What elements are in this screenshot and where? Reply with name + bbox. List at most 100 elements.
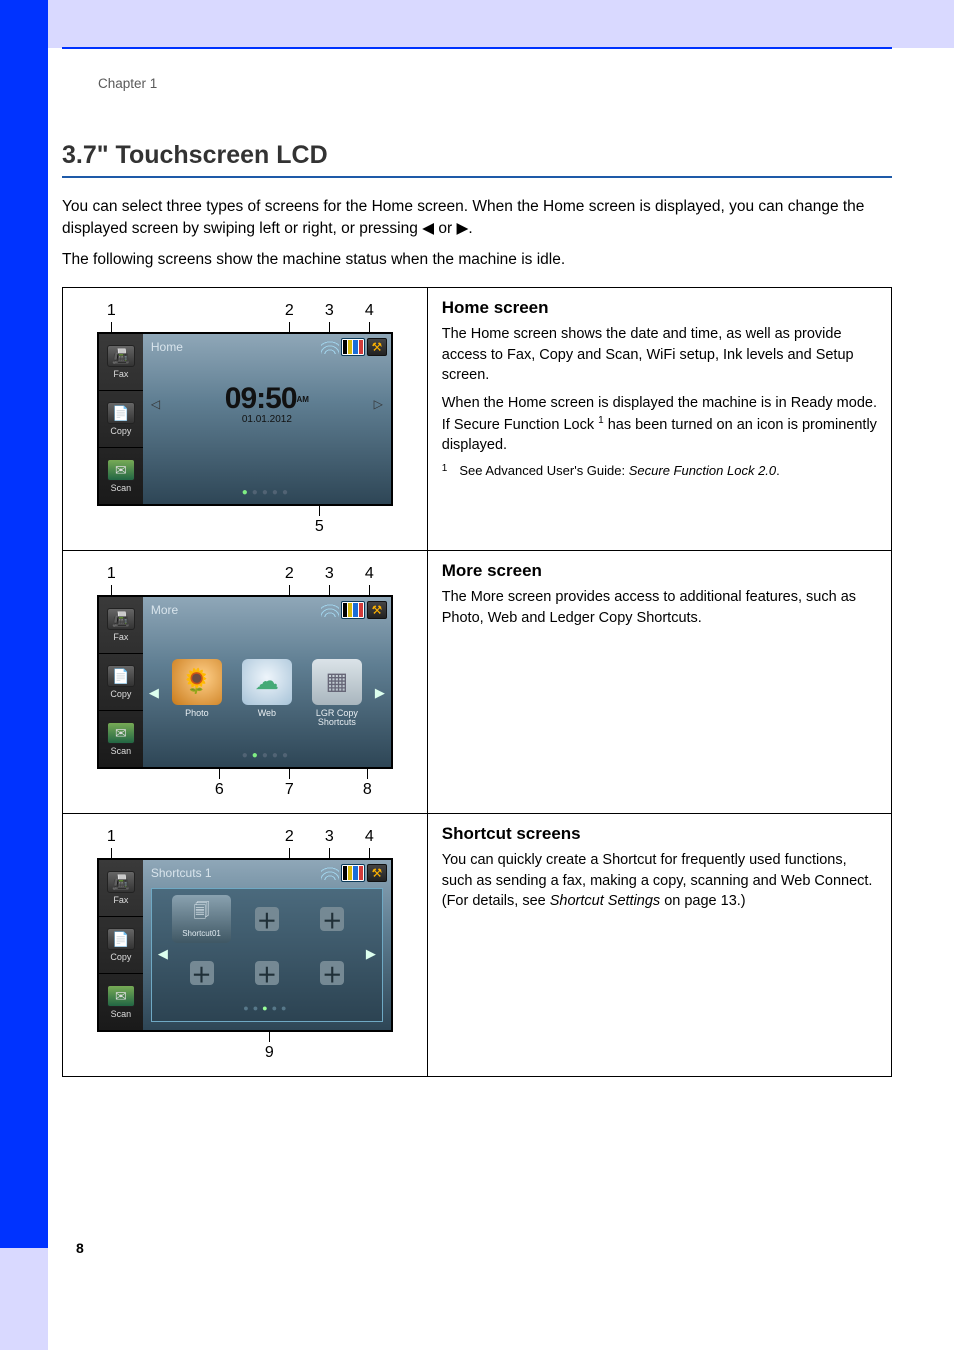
footnote-a: See Advanced User's Guide: xyxy=(459,463,628,478)
plus-icon: ＋ xyxy=(190,961,214,985)
ink-icon[interactable] xyxy=(341,864,365,882)
fax-icon: 📠 xyxy=(107,345,135,367)
more-screen-figure: 1234 📠Fax 📄Copy ✉Scan More xyxy=(63,551,428,814)
device-shortcut: 📠 Fax 📄Copy ✉Scan Shortcuts 1 ⚒ xyxy=(97,858,393,1032)
intro-p1-b: or xyxy=(434,220,456,237)
callouts-bottom: 678 xyxy=(97,769,393,799)
section-rule xyxy=(62,176,892,178)
fax-icon: 📠 xyxy=(107,871,135,893)
callouts-bottom: 5 xyxy=(97,506,393,536)
titlebar: Shortcuts 1 ⚒ xyxy=(143,860,391,882)
wifi-icon[interactable] xyxy=(321,603,339,617)
scan-icon: ✉ xyxy=(107,459,135,481)
callout-4: 4 xyxy=(365,828,374,858)
settings-icon[interactable]: ⚒ xyxy=(367,338,387,356)
section-title: 3.7" Touchscreen LCD xyxy=(62,141,892,170)
callout-9: 9 xyxy=(265,1032,274,1062)
side-fax[interactable]: 📠 Fax xyxy=(99,860,143,917)
nav-left-icon[interactable]: ◀ xyxy=(158,946,168,962)
footnote-num: 1 xyxy=(442,463,448,478)
shortcut-slot-5[interactable]: ＋ xyxy=(237,949,296,997)
ink-icon[interactable] xyxy=(341,601,365,619)
side-panel: 📠Fax 📄 Copy ✉Scan xyxy=(99,597,143,767)
copy-icon: 📄 xyxy=(107,665,135,687)
side-fax-label: Fax xyxy=(113,895,128,905)
nav-left-icon[interactable]: ◀ xyxy=(149,685,159,701)
side-copy[interactable]: 📄 Copy xyxy=(99,654,143,711)
side-copy[interactable]: 📄Copy xyxy=(99,917,143,974)
callout-7: 7 xyxy=(285,769,294,799)
more-web[interactable]: ☁Web xyxy=(234,659,300,728)
clock-row: ◁ 09:50AM 01.01.2012 ▷ xyxy=(143,382,391,425)
screen-title: Home xyxy=(151,340,183,354)
shortcut-screen-figure: 1234 📠Fax 📄Copy ✉Scan Shortcuts 1 xyxy=(63,814,428,1077)
footnote-c: . xyxy=(776,463,780,478)
callout-3: 3 xyxy=(325,565,334,595)
device-more: 📠Fax 📄Copy ✉Scan More ⚒ xyxy=(97,595,393,769)
home-p1: The Home screen shows the date and time,… xyxy=(442,324,877,385)
callout-1: 1 xyxy=(107,828,116,858)
side-scan-label: Scan xyxy=(111,1009,132,1019)
shortcut-p1: You can quickly create a Shortcut for fr… xyxy=(442,850,877,911)
callouts-top: 1234 xyxy=(97,561,393,595)
settings-icon[interactable]: ⚒ xyxy=(367,864,387,882)
header-rule xyxy=(62,47,892,49)
page-dots: ●●●●● xyxy=(143,750,391,761)
side-panel: 📠 Fax 📄Copy ✉Scan xyxy=(99,860,143,1030)
home-screen-desc: Home screen The Home screen shows the da… xyxy=(427,288,891,551)
shortcut-slot-4[interactable]: ＋ xyxy=(172,949,231,997)
shortcut-slot-2[interactable]: ＋ xyxy=(237,895,296,943)
more-photo-label: Photo xyxy=(164,709,230,718)
copy-icon: 📄 xyxy=(107,928,135,950)
right-triangle-icon: ▶ xyxy=(456,220,468,237)
settings-icon[interactable]: ⚒ xyxy=(367,601,387,619)
footnote-b: Secure Function Lock 2.0 xyxy=(629,463,776,478)
callout-5: 5 xyxy=(315,506,324,536)
chapter-label: Chapter 1 xyxy=(98,76,892,91)
photo-icon: 🌻 xyxy=(172,659,222,705)
callout-4: 4 xyxy=(365,565,374,595)
more-lgr[interactable]: ▦LGR Copy Shortcuts xyxy=(304,659,370,728)
side-fax[interactable]: 📠Fax xyxy=(99,334,143,391)
more-lgr-label: LGR Copy Shortcuts xyxy=(304,709,370,728)
nav-right-icon[interactable]: ▶ xyxy=(375,685,385,701)
page-dots: ●●●●● xyxy=(172,1003,362,1013)
callout-3: 3 xyxy=(325,302,334,332)
more-photo[interactable]: 🌻 Photo xyxy=(164,659,230,728)
callout-2: 2 xyxy=(285,302,294,332)
device-home: 📠Fax 📄Copy ✉ Scan Home ⚒ xyxy=(97,332,393,506)
nav-right-icon[interactable]: ▷ xyxy=(374,397,383,411)
wifi-icon[interactable] xyxy=(321,866,339,880)
side-copy[interactable]: 📄Copy xyxy=(99,391,143,448)
side-scan-label: Scan xyxy=(111,483,132,493)
plus-icon: ＋ xyxy=(255,907,279,931)
side-scan[interactable]: ✉Scan xyxy=(99,974,143,1030)
side-fax[interactable]: 📠Fax xyxy=(99,597,143,654)
side-copy-label: Copy xyxy=(110,689,131,699)
ink-icon[interactable] xyxy=(341,338,365,356)
shortcut-p1-b: Shortcut Settings xyxy=(550,893,660,909)
side-scan[interactable]: ✉ Scan xyxy=(99,448,143,504)
shortcut-screen-desc: Shortcut screens You can quickly create … xyxy=(427,814,891,1077)
nav-right-icon[interactable]: ▶ xyxy=(366,946,376,962)
more-web-label: Web xyxy=(234,709,300,718)
shortcut-slot-1[interactable]: 🗐Shortcut01 xyxy=(172,895,231,943)
nav-left-icon[interactable]: ◁ xyxy=(151,397,160,411)
callouts-top: 1234 xyxy=(97,824,393,858)
shortcut-body: ◀ 🗐Shortcut01 ＋ ＋ ＋ ＋ ＋ xyxy=(151,888,383,1022)
intro-p1: You can select three types of screens fo… xyxy=(62,196,892,241)
shortcut-doc-icon: 🗐 xyxy=(194,900,210,927)
intro-block: You can select three types of screens fo… xyxy=(62,196,892,271)
shortcut-slot-6[interactable]: ＋ xyxy=(303,949,362,997)
shortcut-slot-3[interactable]: ＋ xyxy=(303,895,362,943)
callout-1: 1 xyxy=(107,302,116,332)
callouts-bottom: 9 xyxy=(97,1032,393,1062)
intro-p1-c: . xyxy=(468,220,472,237)
clock-date: 01.01.2012 xyxy=(225,414,309,425)
wifi-icon[interactable] xyxy=(321,340,339,354)
screens-table: 1234 📠Fax 📄Copy ✉Scan Home xyxy=(62,287,892,1077)
footnote-text: See Advanced User's Guide: Secure Functi… xyxy=(459,463,779,478)
side-scan[interactable]: ✉Scan xyxy=(99,711,143,767)
clock: 09:50AM 01.01.2012 xyxy=(225,382,309,425)
home-screen: Home ⚒ ◁ 09:50AM xyxy=(143,334,391,504)
